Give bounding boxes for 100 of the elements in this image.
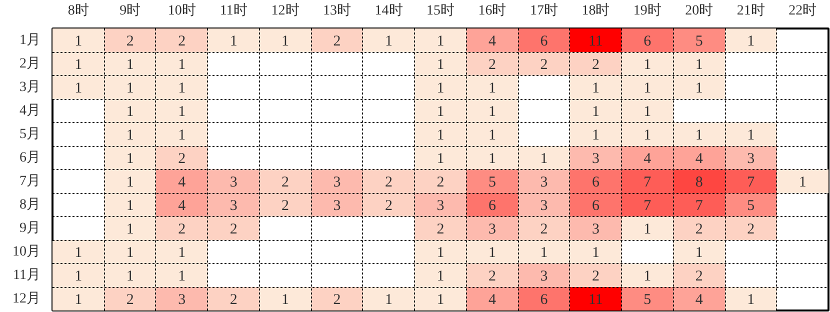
data-label: 1 [126, 150, 134, 167]
data-label: 2 [385, 198, 393, 214]
data-label: 7 [644, 174, 652, 190]
data-label: 2 [178, 221, 186, 238]
data-label: 4 [644, 150, 652, 167]
data-label: 1 [540, 244, 548, 261]
x-tick-label: 19时 [633, 2, 662, 18]
y-tick-label: 8月 [20, 197, 40, 212]
data-label: 1 [695, 80, 703, 96]
x-tick-label: 14时 [374, 2, 403, 18]
data-label: 1 [644, 221, 652, 238]
data-label: 1 [74, 292, 82, 308]
data-label: 2 [282, 174, 290, 190]
data-label: 1 [385, 33, 393, 50]
data-label: 1 [436, 150, 444, 167]
data-label: 1 [644, 104, 652, 120]
data-label: 1 [436, 292, 444, 308]
data-label: 3 [592, 221, 600, 238]
data-label: 11 [588, 292, 603, 308]
data-label: 7 [644, 198, 652, 214]
data-label: 1 [747, 33, 755, 50]
data-label: 1 [436, 268, 444, 284]
data-label: 3 [540, 268, 548, 284]
data-label: 1 [74, 244, 82, 261]
data-label: 1 [126, 56, 134, 73]
x-tick-label: 17时 [530, 2, 558, 18]
data-label: 2 [488, 56, 496, 73]
data-label: 3 [488, 221, 496, 238]
data-label: 2 [282, 198, 290, 214]
data-label: 1 [178, 80, 186, 96]
data-label: 3 [747, 150, 755, 167]
x-tick-label: 12时 [271, 2, 300, 18]
data-label: 2 [436, 221, 444, 238]
data-label: 1 [592, 104, 600, 120]
data-label: 6 [540, 33, 548, 50]
data-label: 2 [333, 292, 341, 308]
data-label: 1 [230, 33, 238, 50]
x-tick-label: 16时 [478, 2, 506, 18]
data-label: 1 [488, 150, 496, 167]
data-label: 1 [126, 80, 134, 96]
x-tick-label: 13时 [323, 2, 352, 18]
data-label: 3 [230, 174, 238, 190]
data-label: 2 [178, 150, 186, 167]
data-label: 2 [592, 268, 600, 284]
y-tick-label: 2月 [20, 56, 40, 72]
data-label: 1 [178, 56, 186, 73]
data-label: 1 [695, 127, 703, 144]
data-label: 1 [540, 150, 548, 167]
x-tick-label: 10时 [168, 2, 196, 18]
data-label: 2 [436, 174, 444, 190]
data-label: 2 [178, 33, 186, 50]
data-label: 1 [436, 244, 444, 261]
x-tick-label: 9时 [120, 2, 141, 18]
data-label: 2 [747, 221, 755, 238]
data-label: 1 [644, 268, 652, 284]
data-label: 4 [178, 198, 186, 214]
data-label: 3 [178, 292, 186, 308]
data-label: 1 [747, 127, 755, 144]
data-label: 4 [488, 292, 496, 308]
data-label: 1 [644, 80, 652, 96]
data-label: 6 [488, 198, 496, 214]
data-label: 1 [74, 268, 82, 284]
data-label: 5 [488, 174, 496, 190]
data-label: 3 [333, 174, 341, 190]
data-label: 1 [178, 127, 186, 144]
data-label: 1 [126, 127, 134, 144]
y-tick-label: 9月 [20, 220, 40, 236]
data-label: 1 [436, 80, 444, 96]
data-label: 1 [282, 33, 290, 50]
data-label: 4 [695, 150, 704, 167]
data-label: 3 [540, 198, 548, 214]
data-label: 4 [488, 33, 496, 50]
y-tick-label: 10月 [12, 244, 40, 260]
data-label: 1 [488, 104, 496, 120]
y-tick-label: 5月 [20, 126, 40, 142]
data-label: 1 [74, 56, 82, 73]
data-label: 4 [178, 174, 186, 190]
data-label: 1 [644, 56, 652, 73]
data-label: 8 [695, 174, 703, 190]
data-label: 1 [488, 80, 496, 96]
data-label: 3 [230, 198, 238, 214]
x-tick-label: 15时 [426, 2, 454, 18]
data-label: 3 [540, 174, 548, 190]
data-label: 1 [644, 127, 652, 144]
data-label: 2 [385, 174, 393, 190]
data-label: 1 [126, 198, 134, 214]
data-label: 1 [592, 244, 600, 261]
data-label: 2 [695, 221, 703, 238]
data-label: 2 [333, 33, 341, 50]
data-label: 1 [436, 104, 444, 120]
y-tick-label: 6月 [20, 150, 40, 166]
y-tick-label: 4月 [20, 103, 40, 118]
data-label: 6 [592, 174, 600, 190]
data-label: 5 [644, 292, 652, 308]
y-tick-label: 7月 [20, 174, 40, 189]
data-label: 6 [592, 198, 600, 214]
data-label: 1 [74, 80, 82, 96]
x-tick-label: 11时 [220, 2, 248, 18]
x-tick-label: 21时 [736, 2, 765, 18]
data-label: 1 [126, 268, 134, 284]
